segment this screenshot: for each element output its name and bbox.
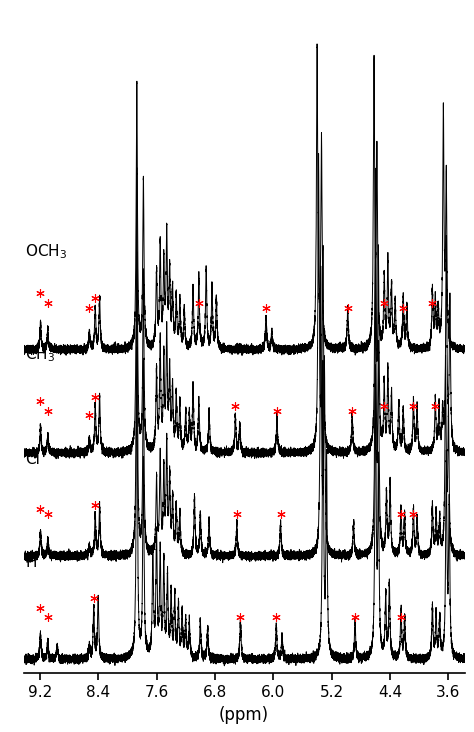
Text: CH$_3$: CH$_3$ bbox=[25, 345, 55, 364]
Text: OCH$_3$: OCH$_3$ bbox=[25, 242, 67, 261]
X-axis label: (ppm): (ppm) bbox=[219, 706, 269, 724]
Text: Cl: Cl bbox=[25, 452, 40, 467]
Text: H: H bbox=[25, 556, 36, 570]
